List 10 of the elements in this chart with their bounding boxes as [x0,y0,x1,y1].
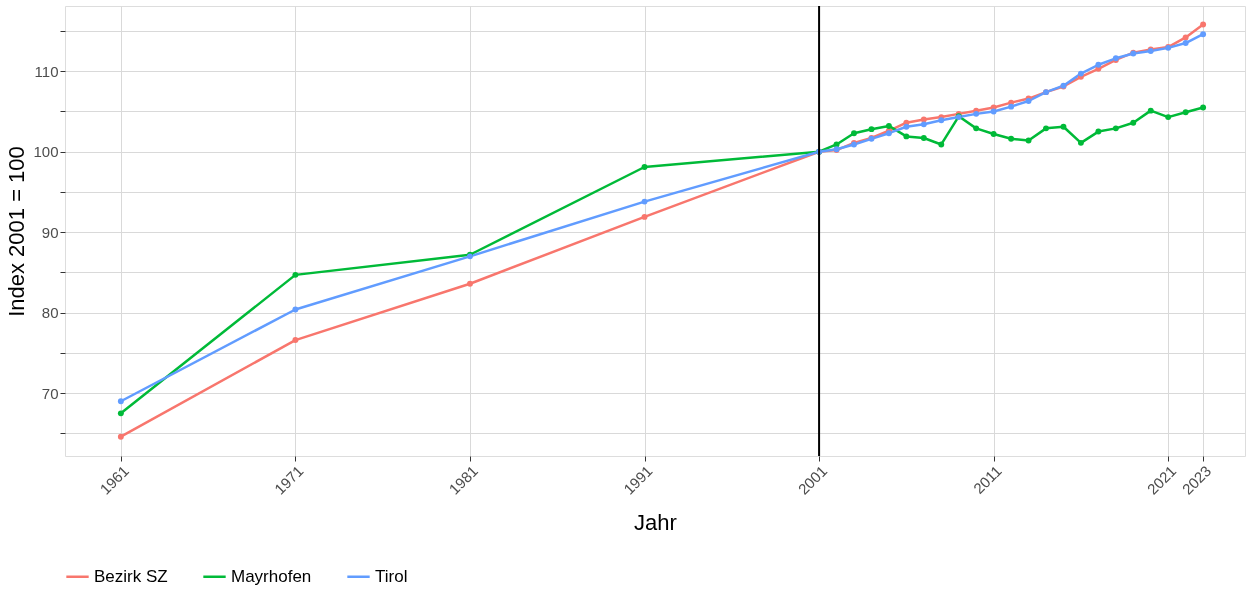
y-tick-label: 80 [41,304,59,322]
x-axis-title: Jahr [634,509,677,535]
y-tick-label: 90 [41,223,59,241]
y-tick-label: 100 [33,143,59,161]
legend-label: Mayrhofen [231,566,312,586]
legend-label: Tirol [375,566,408,586]
y-tick-label: 70 [41,384,59,402]
y-tick-label: 110 [34,62,59,80]
y-axis-title: Index 2001 = 100 [4,146,30,317]
legend-label: Bezirk SZ [94,566,168,586]
